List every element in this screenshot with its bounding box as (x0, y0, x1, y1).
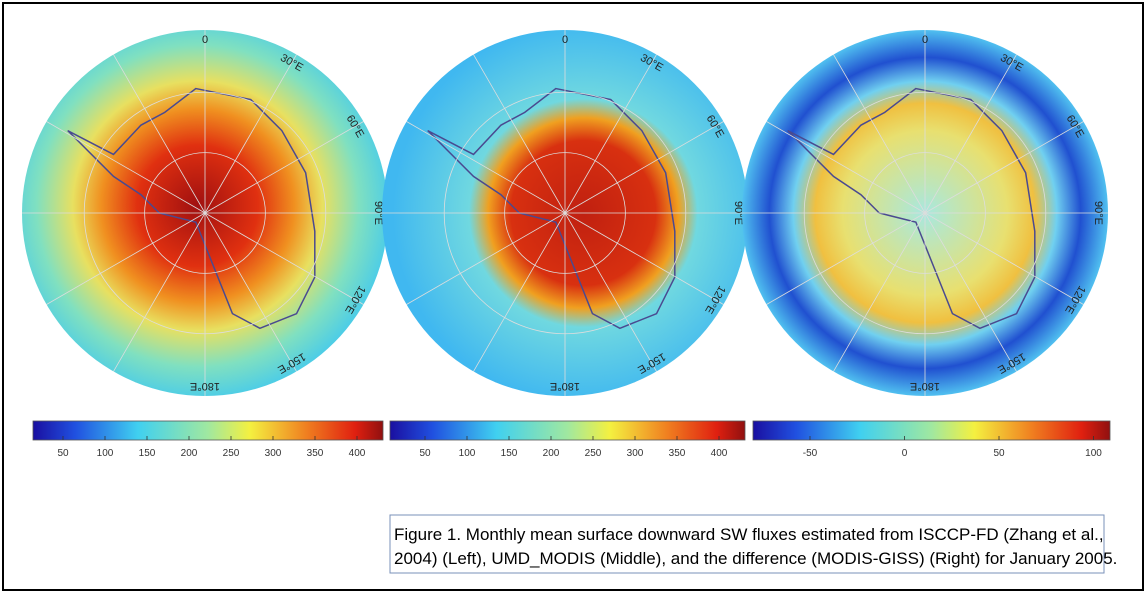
meridian-label: 90°E (372, 201, 384, 225)
meridian-line (766, 212, 926, 305)
colorbar-tick-label: 300 (627, 448, 644, 459)
meridian-label: 180°E (910, 380, 940, 392)
meridian-line (204, 212, 364, 305)
colorbar-tick-label: 100 (1085, 448, 1102, 459)
colorbar-tick-label: 150 (501, 448, 518, 459)
colorbar (752, 420, 1111, 441)
colorbar-tick-label: -50 (803, 448, 818, 459)
colorbar (389, 420, 746, 441)
meridian-label: 0 (202, 34, 208, 46)
colorbar-tick-label: 50 (993, 448, 1005, 459)
colorbar-tick-label: 0 (902, 448, 908, 459)
meridian-line (924, 121, 1084, 214)
colorbar-tick-label: 200 (543, 448, 560, 459)
meridian-line (113, 212, 206, 372)
meridian-label: 0 (922, 34, 928, 46)
meridian-line (564, 54, 657, 214)
caption-line: Figure 1. Monthly mean surface downward … (394, 525, 1104, 544)
colorbar-tick-label: 100 (97, 448, 114, 459)
meridian-line (833, 212, 926, 372)
colorbar-tick-label: 250 (223, 448, 240, 459)
caption-box (389, 514, 1105, 574)
colorbar-tick-label: 350 (307, 448, 324, 459)
meridian-line (924, 54, 1017, 214)
meridian-line (766, 121, 926, 214)
colorbar-tick-label: 350 (669, 448, 686, 459)
meridian-line (564, 212, 657, 372)
coastline (67, 87, 316, 330)
meridian-line (564, 212, 724, 305)
caption-line: 2004) (Left), UMD_MODIS (Middle), and th… (394, 549, 1117, 568)
meridian-line (204, 121, 364, 214)
colorbar-tick-label: 200 (181, 448, 198, 459)
coastline (787, 87, 1036, 330)
meridian-line (924, 212, 1084, 305)
colorbar-tick-label: 400 (349, 448, 366, 459)
meridian-line (473, 212, 566, 372)
meridian-line (204, 54, 297, 214)
colorbar-tick-label: 100 (459, 448, 476, 459)
meridian-line (924, 212, 1017, 372)
meridian-label: 90°E (1092, 201, 1104, 225)
coastline (427, 87, 676, 330)
meridian-line (406, 121, 566, 214)
meridian-line (473, 54, 566, 214)
colorbar (32, 420, 384, 441)
colorbar-tick-label: 50 (419, 448, 431, 459)
meridian-line (113, 54, 206, 214)
colorbar-tick-label: 50 (57, 448, 69, 459)
meridian-line (406, 212, 566, 305)
meridian-label: 90°E (732, 201, 744, 225)
meridian-label: 180°E (550, 380, 580, 392)
meridian-label: 180°E (190, 380, 220, 392)
colorbar-tick-label: 150 (139, 448, 156, 459)
meridian-line (833, 54, 926, 214)
colorbar-tick-label: 250 (585, 448, 602, 459)
meridian-line (46, 121, 206, 214)
meridian-label: 0 (562, 34, 568, 46)
meridian-line (204, 212, 297, 372)
meridian-line (46, 212, 206, 305)
colorbar-tick-label: 400 (711, 448, 728, 459)
colorbar-tick-label: 300 (265, 448, 282, 459)
meridian-line (564, 121, 724, 214)
